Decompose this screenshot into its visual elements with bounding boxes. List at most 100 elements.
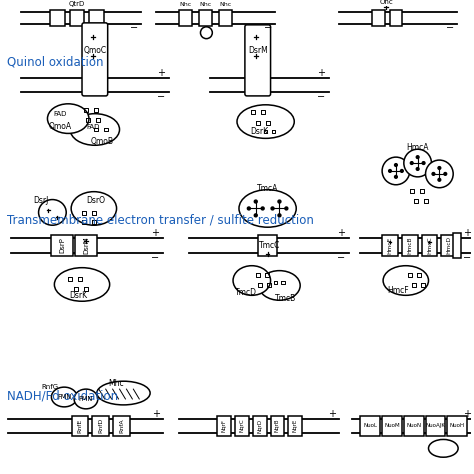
Text: Quinol oxidation: Quinol oxidation [7, 55, 103, 68]
Bar [390, 10, 402, 26]
Ellipse shape [97, 381, 150, 405]
Text: Nhc: Nhc [219, 1, 231, 7]
Circle shape [401, 170, 403, 173]
Bar [235, 416, 249, 436]
Ellipse shape [404, 149, 431, 177]
Ellipse shape [383, 266, 428, 295]
Bar [113, 416, 130, 436]
Text: −: − [463, 253, 471, 263]
Bar [51, 235, 73, 256]
Ellipse shape [74, 389, 98, 409]
Bar [404, 416, 424, 436]
Text: −: − [337, 253, 345, 263]
Bar [72, 416, 89, 436]
Text: NuoAJK: NuoAJK [426, 423, 446, 428]
Bar [50, 10, 65, 26]
Text: DsrK: DsrK [69, 291, 87, 300]
Text: RnfG: RnfG [42, 384, 59, 390]
Text: QmoA: QmoA [49, 122, 72, 131]
Circle shape [444, 173, 447, 175]
Circle shape [438, 178, 441, 181]
Bar [199, 10, 212, 26]
Bar [382, 235, 398, 256]
Ellipse shape [55, 268, 109, 301]
Text: +: + [157, 68, 165, 78]
Text: FMN: FMN [79, 396, 93, 402]
Text: FAD: FAD [86, 124, 100, 129]
Text: NqrE: NqrE [293, 419, 298, 432]
Bar [441, 235, 457, 256]
Text: RnfA: RnfA [119, 419, 124, 433]
Circle shape [278, 200, 281, 203]
Circle shape [254, 200, 257, 203]
Text: +: + [317, 68, 325, 78]
Circle shape [285, 207, 288, 210]
Bar [92, 416, 109, 436]
Text: NqrB: NqrB [275, 419, 280, 432]
Text: NqrF: NqrF [222, 419, 227, 432]
Bar [421, 235, 438, 256]
Circle shape [389, 170, 392, 173]
Text: +: + [151, 228, 159, 238]
Ellipse shape [239, 190, 296, 227]
Ellipse shape [426, 160, 453, 188]
Text: Mhc: Mhc [108, 379, 123, 388]
Ellipse shape [47, 104, 89, 133]
Text: Nhc: Nhc [199, 1, 211, 7]
Text: Transmembrane electron transfer / sulfite reduction: Transmembrane electron transfer / sulfit… [7, 213, 314, 227]
Ellipse shape [233, 266, 271, 295]
Ellipse shape [259, 271, 300, 300]
Text: NuoM: NuoM [384, 423, 400, 428]
Circle shape [278, 214, 281, 217]
Text: HmcB: HmcB [407, 237, 412, 254]
Text: HmcC: HmcC [427, 237, 432, 254]
Text: +: + [152, 409, 160, 419]
Circle shape [438, 166, 441, 169]
Text: DsrO: DsrO [86, 196, 105, 205]
Text: HmcA: HmcA [406, 143, 429, 152]
Text: −: − [151, 253, 159, 263]
Text: +: + [463, 409, 471, 419]
Bar [382, 416, 402, 436]
Ellipse shape [70, 114, 119, 145]
Bar [70, 10, 84, 26]
Circle shape [410, 162, 413, 164]
Text: FAD: FAD [54, 111, 67, 117]
Bar [179, 10, 192, 26]
Bar [453, 233, 461, 258]
Text: DsrK: DsrK [251, 127, 269, 136]
Circle shape [394, 164, 397, 166]
Text: QmoB: QmoB [90, 137, 113, 146]
Ellipse shape [382, 157, 410, 185]
Ellipse shape [51, 387, 77, 407]
Text: NuoN: NuoN [406, 423, 421, 428]
Text: −: − [130, 23, 138, 33]
Text: HmcD: HmcD [447, 237, 452, 255]
Bar [219, 10, 232, 26]
Text: RnfD: RnfD [98, 418, 103, 433]
Bar [402, 235, 418, 256]
FancyBboxPatch shape [245, 25, 271, 96]
Ellipse shape [428, 439, 458, 457]
Circle shape [247, 207, 250, 210]
Text: +: + [328, 409, 336, 419]
Text: Nhc: Nhc [180, 1, 192, 7]
Ellipse shape [71, 191, 117, 225]
Bar [288, 416, 302, 436]
Text: +: + [337, 228, 345, 238]
Text: HmcE: HmcE [388, 237, 392, 254]
FancyBboxPatch shape [82, 23, 108, 96]
Text: NuoL: NuoL [363, 423, 377, 428]
Text: TmcA: TmcA [257, 184, 278, 193]
Text: NADH/Fd oxidation: NADH/Fd oxidation [7, 389, 118, 402]
Text: HmcF: HmcF [387, 286, 409, 295]
Circle shape [422, 162, 425, 164]
Text: QtrD: QtrD [69, 1, 85, 7]
Bar [75, 235, 97, 256]
Circle shape [271, 207, 274, 210]
Text: TmcC: TmcC [259, 241, 280, 250]
Bar [426, 416, 445, 436]
Bar [360, 416, 380, 436]
Text: −: − [446, 23, 454, 33]
Circle shape [416, 156, 419, 158]
